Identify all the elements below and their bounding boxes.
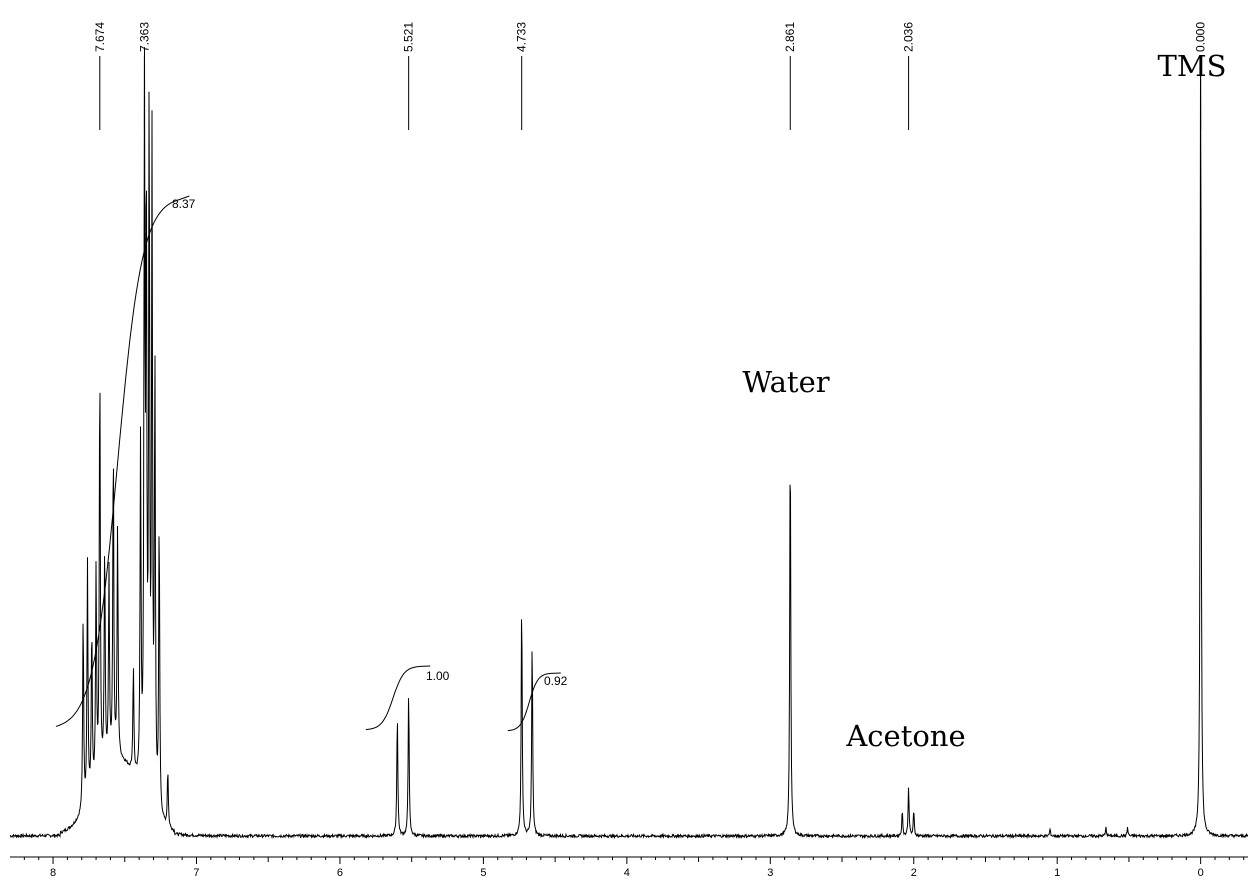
integral-value-label: 8.37: [172, 197, 196, 211]
peak-label: 0.000: [1194, 22, 1208, 52]
annotation-layer: TMS Water Acetone: [742, 49, 1226, 753]
integral-curve: [507, 672, 561, 732]
integral-value-label: 0.92: [544, 674, 568, 688]
x-tick-label: 6: [337, 867, 343, 879]
annotation-label: TMS: [1158, 49, 1227, 83]
integral-curve: [365, 665, 431, 731]
x-tick-label: 4: [624, 867, 630, 879]
x-tick-label: 7: [193, 867, 199, 879]
x-tick-label: 0: [1198, 867, 1204, 879]
peak-label-layer: 7.674 7.363 5.521 4.733 2.861 2.036 0.000: [93, 22, 1208, 130]
peak-label: 7.363: [137, 22, 151, 52]
peak-label: 7.674: [93, 22, 107, 52]
annotation-label: Water: [742, 365, 829, 399]
integral-curve: [55, 195, 190, 727]
integral-layer: 8.37 1.00 0.92: [55, 195, 568, 732]
x-tick-label: 2: [911, 867, 917, 879]
x-tick-label: 5: [480, 867, 486, 879]
x-tick-label: 3: [767, 867, 773, 879]
x-tick-label: 8: [50, 867, 56, 879]
peak-label: 2.036: [902, 22, 916, 52]
spectrum-trace: [9, 47, 1248, 840]
peak-label: 2.861: [783, 22, 797, 52]
peak-label: 4.733: [515, 22, 529, 52]
x-axis: 8 7 6 5 4 3 2 1 0: [10, 856, 1248, 879]
annotation-label: Acetone: [845, 719, 965, 753]
peak-label: 5.521: [402, 22, 416, 52]
x-tick-label: 1: [1054, 867, 1060, 879]
integral-value-label: 1.00: [426, 669, 450, 683]
